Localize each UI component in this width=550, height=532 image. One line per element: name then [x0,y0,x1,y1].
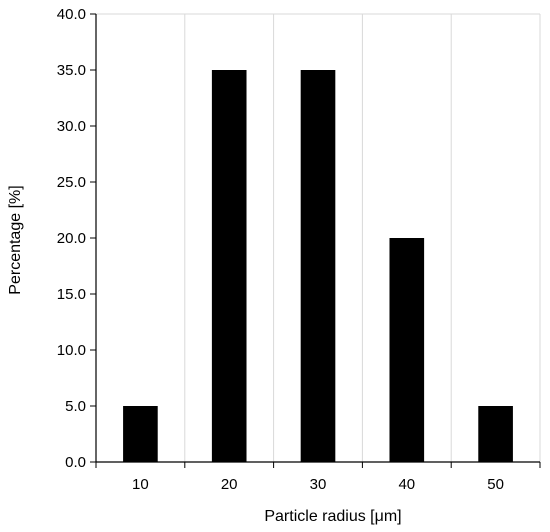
y-tick-label: 0.0 [65,454,86,471]
x-tick-label: 40 [398,476,415,493]
x-tick-label: 30 [310,476,327,493]
x-tick-label: 50 [487,476,504,493]
bar-50 [478,406,513,462]
axes [90,13,541,468]
bar-20 [211,70,247,462]
x-tick-label: 20 [221,476,238,493]
y-tick-label: 15.0 [57,286,86,303]
y-tick-label: 5.0 [65,398,86,415]
y-tick-label: 40.0 [57,6,86,23]
x-tick-label: 10 [132,476,149,493]
bar-10 [123,406,158,462]
bar-40 [389,238,425,462]
y-axis-title: Percentage [%] [7,185,24,294]
bar-30 [300,70,336,462]
y-tick-label: 25.0 [57,174,86,191]
x-axis-title: Particle radius [μm] [264,508,401,525]
y-tick-label: 10.0 [57,342,86,359]
y-tick-label: 35.0 [57,62,86,79]
grid-lines [96,13,541,462]
tick-labels: 0.0 5.0 10.0 15.0 20.0 25.0 30.0 35.0 40.0 10 20 30… [57,6,504,493]
y-tick-label: 30.0 [57,118,86,135]
bars [123,70,513,462]
y-tick-label: 20.0 [57,230,86,247]
